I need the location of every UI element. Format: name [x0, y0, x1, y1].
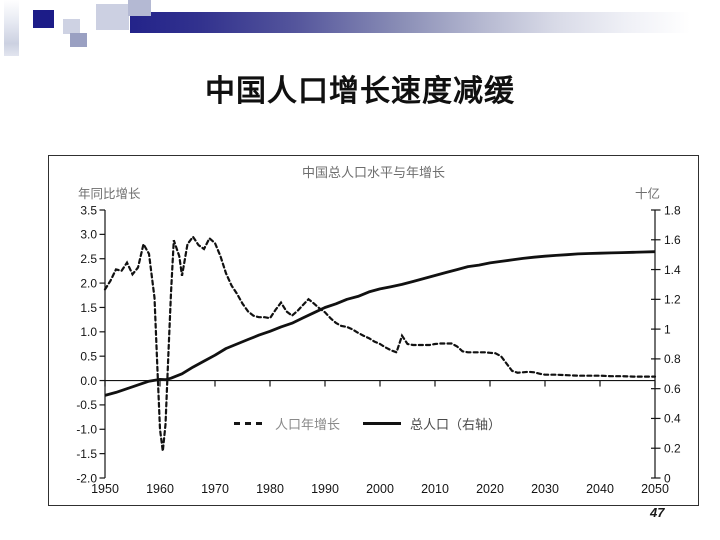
chart-legend: 人口年增长 总人口（右轴） — [234, 414, 501, 433]
accent-square-navy — [33, 10, 54, 28]
right-axis-title: 十亿 — [635, 187, 661, 201]
y-axis-right-tick-label: 1.8 — [664, 203, 681, 217]
dashed-line-swatch-icon — [234, 422, 266, 425]
x-axis-tick-label: 2040 — [586, 482, 614, 496]
y-axis-left-tick-label: 0.0 — [80, 374, 97, 388]
page-title: 中国人口增长速度减缓 — [205, 75, 515, 108]
x-axis-tick-label: 1990 — [311, 482, 339, 496]
accent-square-light-3 — [128, 0, 151, 16]
y-axis-left-tick-label: 1.0 — [80, 325, 97, 339]
y-axis-right-tick-label: 1.2 — [664, 293, 681, 307]
legend-label-population: 总人口（右轴） — [410, 417, 502, 432]
y-axis-right-tick-label: 1.4 — [664, 263, 681, 277]
y-axis-right-tick-label: 1.6 — [664, 233, 681, 247]
series-population-line — [104, 250, 656, 397]
y-axis-left-tick-label: 3.0 — [80, 228, 97, 242]
y-axis-left-tick-label: 2.5 — [80, 252, 97, 266]
legend-label-growth: 人口年增长 — [275, 417, 341, 432]
y-axis-right-tick-label: 0.4 — [664, 412, 681, 426]
y-axis-right-tick-label: 1 — [664, 322, 671, 336]
x-axis-tick-label: 2000 — [366, 482, 394, 496]
x-axis-tick-label: 1970 — [201, 482, 229, 496]
y-axis-right-tick-label: 0 — [664, 471, 671, 485]
accent-strip — [4, 0, 19, 56]
x-axis-tick-label: 1960 — [146, 482, 174, 496]
accent-square-medium — [70, 33, 87, 47]
y-axis-right-tick-label: 0.2 — [664, 442, 681, 456]
x-axis-tick-label: 2030 — [531, 482, 559, 496]
y-axis-left-tick-label: -2.0 — [76, 471, 97, 485]
y-axis-left-tick-label: 2.0 — [80, 276, 97, 290]
x-axis-tick-label: 1950 — [91, 482, 119, 496]
left-axis-title: 年同比增长 — [78, 187, 141, 201]
page-number: 47 — [650, 505, 665, 520]
chart-plot-svg: 3.5 3.0 2.5 2.0 1.5 1.0 0.5 0.0 -0.5 -1.0 -1.5 -2.0… — [76, 203, 681, 496]
y-axis-left-tick-label: 0.5 — [80, 349, 97, 363]
accent-gradient-bar — [130, 12, 720, 33]
x-axis-tick-label: 2010 — [421, 482, 449, 496]
accent-square-light-1 — [63, 19, 80, 34]
solid-line-swatch-icon — [363, 421, 402, 426]
y-axis-right-tick-label: 0.8 — [664, 352, 681, 366]
x-axis-tick-label: 2020 — [476, 482, 504, 496]
x-axis-tick-label: 2050 — [641, 482, 669, 496]
y-axis-left-tick-label: -1.0 — [76, 423, 97, 437]
y-axis-left-tick-label: 1.5 — [80, 301, 97, 315]
x-axis-tick-label: 1980 — [256, 482, 284, 496]
y-axis-right-tick-label: 0.6 — [664, 382, 681, 396]
accent-square-light-2 — [96, 4, 129, 30]
y-axis-left-tick-label: -1.5 — [76, 447, 97, 461]
y-axis-left-tick-label: -0.5 — [76, 398, 97, 412]
chart-title: 中国总人口水平与年增长 — [301, 165, 445, 180]
y-axis-left-tick-label: 3.5 — [80, 203, 97, 217]
series-growth-line — [103, 234, 657, 452]
chart-frame: 中国总人口水平与年增长 年同比增长 十亿 3.5 3.0 2.5 2.0 1.5 1.0 0… — [48, 155, 699, 506]
